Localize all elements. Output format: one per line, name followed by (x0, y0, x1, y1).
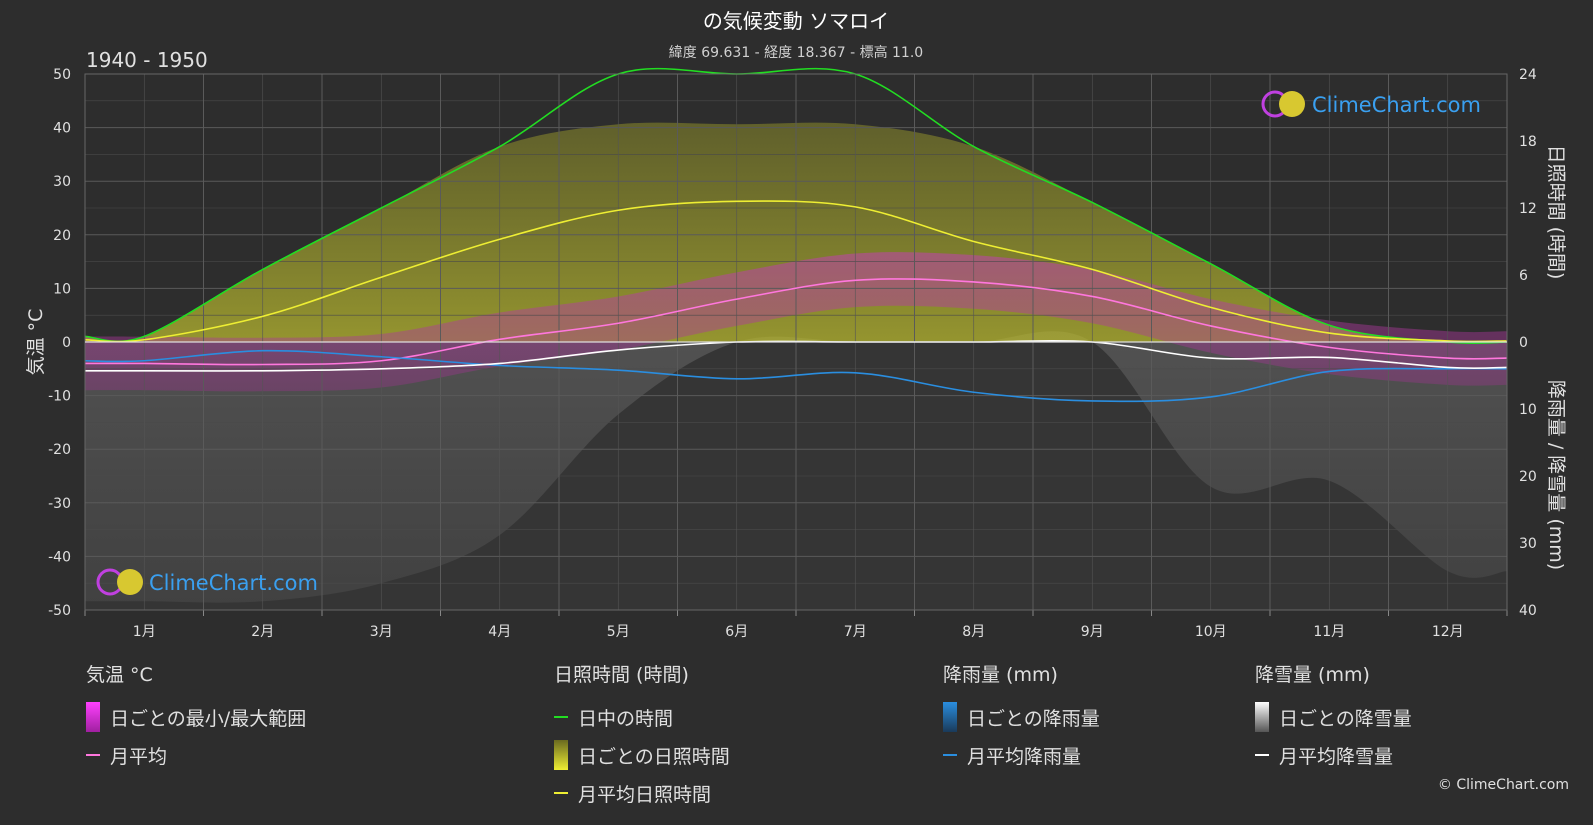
x-tick-label: 2月 (251, 624, 274, 640)
sunshine-swatch (554, 740, 568, 770)
legend-item: 日ごとの降雨量 (943, 698, 1100, 736)
rain-swatch (943, 702, 957, 732)
y-left-tick-label: 20 (53, 228, 71, 244)
copyright: © ClimeChart.com (1437, 777, 1569, 793)
y-left-tick-label: 50 (53, 67, 71, 83)
logo-text: ClimeChart.com (149, 571, 318, 595)
snow-swatch (1255, 702, 1269, 732)
y-right-bottom-tick-label: 20 (1519, 469, 1537, 485)
logo-text: ClimeChart.com (1312, 93, 1481, 117)
x-tick-label: 1月 (133, 624, 156, 640)
x-tick-label: 9月 (1081, 624, 1104, 640)
legend-item: 日ごとの降雪量 (1255, 698, 1412, 736)
legend-item: 月平均 (86, 736, 306, 774)
y-left-tick-label: -20 (48, 442, 71, 458)
temp-range-swatch (86, 702, 100, 732)
y-left-tick-label: 0 (62, 335, 71, 351)
legend-label: 日ごとの降雨量 (967, 707, 1100, 730)
y-right-top-tick-label: 12 (1519, 201, 1537, 217)
y-left-tick-label: 10 (53, 281, 71, 297)
axes: 50 40 30 20 10 0 -10 -20 -30 -40 -50 24 18 12 6 0 10 20 30… (48, 67, 1537, 640)
legend-title: 日照時間 (時間) (554, 664, 689, 686)
y-right-top-tick-label: 6 (1519, 268, 1528, 284)
legend-item: 日ごとの最小/最大範囲 (86, 698, 306, 736)
rain-avg-swatch (943, 754, 957, 756)
legend-item: 日ごとの日照時間 (554, 736, 730, 774)
legend-item: 月平均降雪量 (1255, 736, 1412, 774)
legend-title: 降雪量 (mm) (1255, 664, 1370, 686)
logo-bottom-left: ClimeChart.com (96, 568, 318, 596)
x-tick-label: 10月 (1195, 624, 1227, 640)
chart-subtitle: 緯度 69.631 - 経度 18.367 - 標高 11.0 (669, 44, 923, 61)
legend-label: 日中の時間 (578, 707, 674, 730)
legend-snow: 降雪量 (mm) 日ごとの降雪量 月平均降雪量 (1255, 660, 1412, 774)
legend-label: 日ごとの降雪量 (1279, 707, 1412, 730)
legend-item: 日中の時間 (554, 698, 730, 736)
x-tick-label: 12月 (1432, 624, 1464, 640)
y-left-tick-label: -40 (48, 549, 71, 565)
y-right-top-tick-label: 24 (1519, 67, 1537, 83)
rain-avg-line (84, 349, 1508, 403)
legend-title: 気温 °C (86, 664, 153, 686)
legend-title: 降雨量 (mm) (943, 664, 1058, 686)
legend-sunshine: 日照時間 (時間) 日中の時間 日ごとの日照時間 月平均日照時間 (554, 660, 730, 812)
y-right-bottom-tick-label: 30 (1519, 536, 1537, 552)
chart-title: の気候変動 ソマロイ (703, 9, 889, 33)
y-left-tick-label: 30 (53, 174, 71, 190)
x-tick-label: 11月 (1313, 624, 1345, 640)
x-tick-label: 3月 (370, 624, 393, 640)
sunshine-avg-swatch (554, 792, 568, 794)
legend-label: 月平均 (110, 745, 168, 768)
daylight-line (84, 67, 1508, 345)
y-axis-right-bottom-label: 降雨量 / 降雪量 (mm) (1545, 380, 1567, 570)
sunshine-avg-line (84, 200, 1508, 343)
legend-label: 月平均降雪量 (1279, 745, 1394, 768)
temp-avg-swatch (86, 754, 100, 756)
y-axis-right-top-label: 日照時間 (時間) (1545, 145, 1567, 280)
legend-label: 日ごとの最小/最大範囲 (110, 707, 307, 730)
y-right-bottom-tick-label: 10 (1519, 402, 1537, 418)
y-left-tick-label: 40 (53, 121, 71, 137)
y-right-bottom-tick-label: 40 (1519, 603, 1537, 619)
legend-label: 月平均降雨量 (967, 745, 1082, 768)
x-tick-label: 4月 (488, 624, 511, 640)
y-axis-left-label: 気温 °C (25, 309, 47, 376)
x-tick-label: 5月 (607, 624, 630, 640)
period-label: 1940 - 1950 (86, 48, 208, 72)
logo-top-right: ClimeChart.com (1261, 90, 1481, 118)
x-tick-label: 8月 (962, 624, 985, 640)
snow-avg-swatch (1255, 754, 1269, 756)
y-left-tick-label: -10 (48, 389, 71, 405)
x-tick-label: 7月 (844, 624, 867, 640)
y-left-tick-label: -50 (48, 603, 71, 619)
legend-label: 日ごとの日照時間 (578, 745, 730, 768)
x-tick-label: 6月 (725, 624, 748, 640)
legend-temperature: 気温 °C 日ごとの最小/最大範囲 月平均 (86, 660, 306, 774)
legend-item: 月平均降雨量 (943, 736, 1100, 774)
logo-sun-icon (117, 569, 143, 595)
y-right-top-tick-label: 0 (1519, 335, 1528, 351)
legend-rain: 降雨量 (mm) 日ごとの降雨量 月平均降雨量 (943, 660, 1100, 774)
daylight-swatch (554, 716, 568, 718)
legend-item: 月平均日照時間 (554, 774, 730, 812)
logo-sun-icon (1279, 91, 1305, 117)
y-right-top-tick-label: 18 (1519, 134, 1537, 150)
y-left-tick-label: -30 (48, 496, 71, 512)
legend-label: 月平均日照時間 (578, 783, 712, 806)
